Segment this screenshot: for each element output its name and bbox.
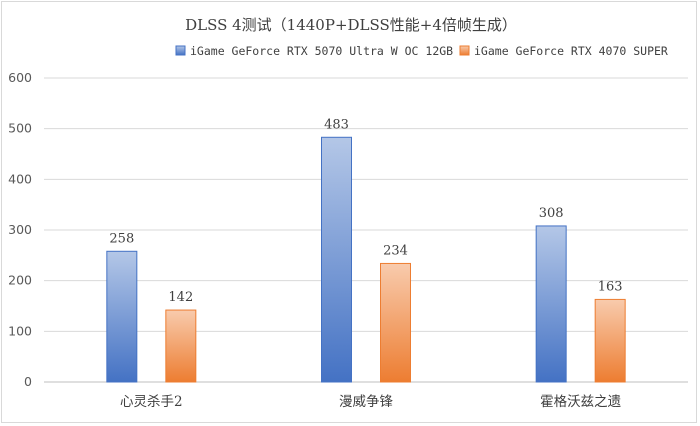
x-axis: 心灵杀手2 漫威争锋 霍格沃兹之遗 — [120, 394, 622, 410]
bar-rtx4070super — [165, 309, 197, 383]
data-label: 308 — [539, 206, 564, 221]
bar-rtx4070super — [380, 262, 411, 383]
legend-label: iGame GeForce RTX 4070 SUPER — [474, 44, 668, 58]
legend: iGame GeForce RTX 5070 Ultra W OC 12GB iG… — [175, 44, 668, 58]
x-tick-label: 漫威争锋 — [339, 394, 393, 410]
y-tick-label: 300 — [8, 222, 32, 237]
data-label: 163 — [598, 279, 623, 294]
y-tick-label: 0 — [24, 374, 32, 389]
chart-title: DLSS 4测试（1440P+DLSS性能+4倍帧生成） — [185, 16, 517, 34]
bar-rtx5070 — [106, 250, 138, 383]
data-label: 258 — [109, 231, 134, 246]
legend-label: iGame GeForce RTX 5070 Ultra W OC 12GB — [190, 44, 453, 58]
y-tick-label: 200 — [8, 273, 32, 288]
y-tick-label: 500 — [8, 121, 32, 136]
y-tick-label: 600 — [8, 70, 32, 85]
gridlines — [44, 77, 688, 383]
data-label: 234 — [383, 243, 408, 258]
x-tick-label: 心灵杀手2 — [120, 394, 183, 410]
bar-rtx5070 — [535, 225, 567, 383]
bar-rtx5070 — [321, 136, 352, 383]
data-labels: 258 142 483 234 308 163 — [109, 117, 622, 305]
y-tick-label: 100 — [8, 323, 32, 338]
y-axis: 0 100 200 300 400 500 600 — [8, 70, 32, 389]
y-tick-label: 400 — [8, 171, 32, 186]
data-label: 483 — [324, 117, 349, 132]
bars — [106, 136, 626, 383]
x-tick-label: 霍格沃兹之遗 — [540, 394, 621, 410]
data-label: 142 — [168, 290, 193, 305]
legend-swatch — [175, 45, 186, 56]
legend-swatch — [459, 45, 470, 56]
bar-rtx4070super — [594, 298, 626, 383]
